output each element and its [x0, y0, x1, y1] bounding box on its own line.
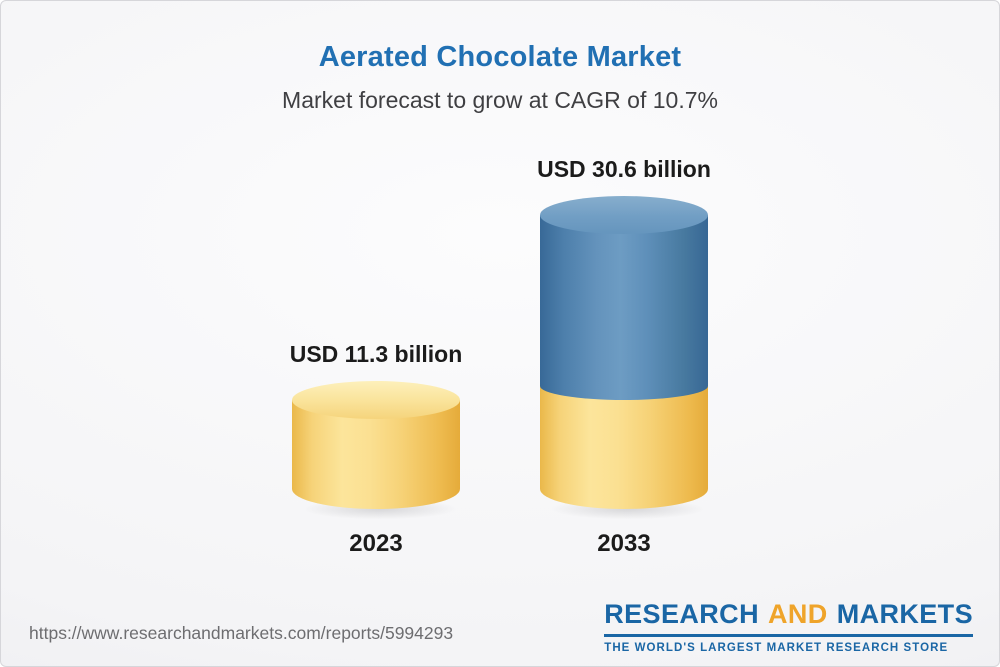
cylinder-2023-top-ellipse — [292, 381, 460, 420]
research-and-markets-logo: RESEARCH AND MARKETS THE WORLD'S LARGEST… — [604, 599, 973, 654]
logo-word-research: RESEARCH — [604, 599, 759, 629]
chart-subtitle: Market forecast to grow at CAGR of 10.7% — [282, 87, 718, 113]
bar-group-2033: USD 30.6 billion 2033 — [518, 1, 738, 666]
logo-wordmark: RESEARCH AND MARKETS — [604, 599, 973, 630]
source-url: https://www.researchandmarkets.com/repor… — [29, 623, 454, 643]
value-label-2023: USD 11.3 billion — [289, 341, 463, 368]
chart-title: Aerated Chocolate Market — [318, 41, 682, 73]
cylinder-2033-top-ellipse — [540, 196, 708, 235]
logo-tagline: THE WORLD'S LARGEST MARKET RESEARCH STOR… — [604, 642, 949, 654]
logo-rule — [604, 634, 973, 637]
logo-word-and: AND — [767, 599, 828, 629]
x-label-2023: 2023 — [349, 530, 403, 557]
cylinder-2023 — [292, 381, 460, 509]
value-label-2033: USD 30.6 billion — [537, 156, 711, 182]
footer: https://www.researchandmarkets.com/repor… — [1, 596, 999, 666]
cylinder-2033-gold-segment — [540, 386, 708, 509]
bar-group-2023: USD 11.3 billion 2023 — [270, 1, 490, 666]
logo-word-markets: MARKETS — [836, 599, 973, 629]
cylinder-2033-blue-segment — [540, 196, 708, 401]
x-label-2033: 2033 — [597, 530, 651, 557]
